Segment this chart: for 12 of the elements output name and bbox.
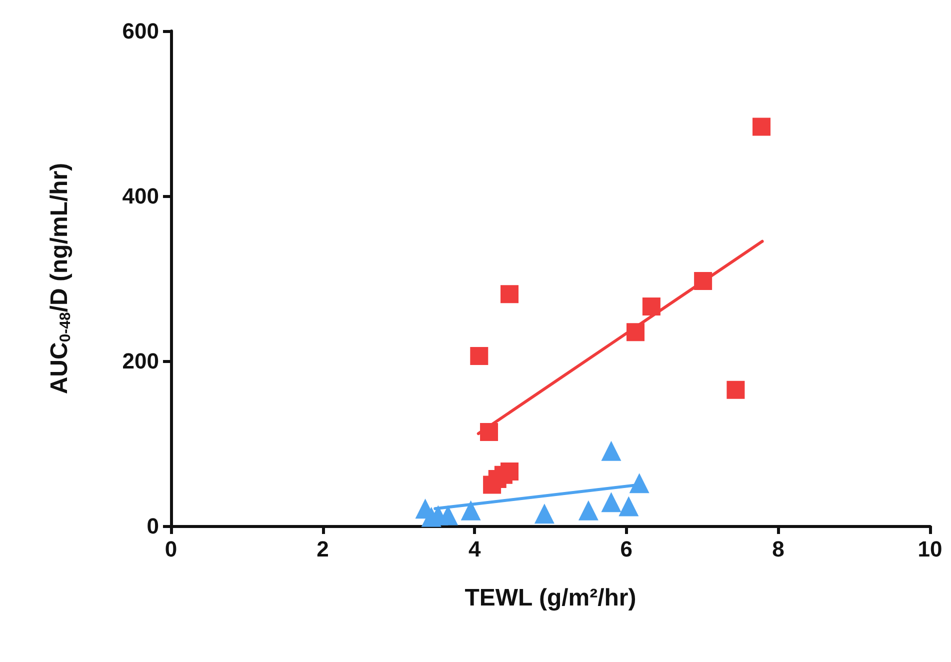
x-tick-label: 0 (164, 536, 178, 562)
y-tick-label: 600 (122, 18, 159, 44)
y-tick-label: 200 (122, 348, 159, 374)
x-tick-label: 8 (772, 536, 784, 562)
x-axis-title: TEWL (g/m²/hr) (464, 584, 636, 612)
x-tick-label: 4 (468, 536, 482, 562)
x-tick-label: 10 (918, 536, 942, 562)
y-tick-label: 0 (146, 514, 159, 538)
x-tick-label: 2 (316, 536, 329, 562)
y-axis-title: AUC0-48/D (ng/mL/hr) (46, 162, 74, 394)
x-tick-label: 6 (620, 536, 633, 562)
y-tick-label: 400 (122, 184, 159, 208)
